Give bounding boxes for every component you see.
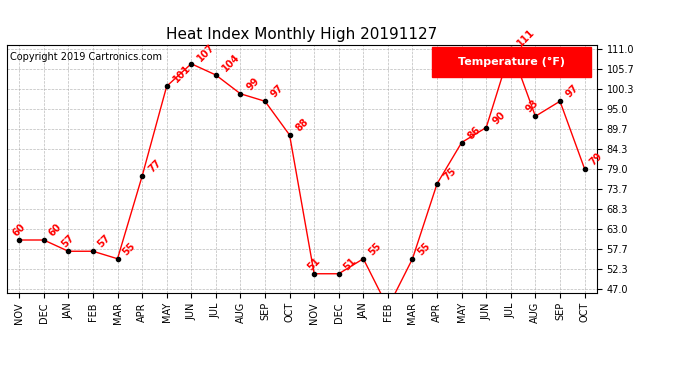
Text: 42: 42: [0, 374, 1, 375]
Text: 104: 104: [220, 52, 242, 74]
Text: 99: 99: [244, 76, 262, 92]
Text: 90: 90: [491, 110, 507, 126]
Text: 55: 55: [415, 241, 432, 257]
Text: 55: 55: [120, 241, 137, 257]
Text: 88: 88: [294, 117, 310, 134]
Text: Copyright 2019 Cartronics.com: Copyright 2019 Cartronics.com: [10, 53, 162, 62]
Text: 60: 60: [11, 222, 28, 238]
Text: 86: 86: [466, 124, 482, 141]
Text: 97: 97: [269, 83, 286, 100]
Title: Heat Index Monthly High 20191127: Heat Index Monthly High 20191127: [166, 27, 437, 42]
Text: 101: 101: [171, 63, 193, 85]
Text: 55: 55: [366, 241, 383, 257]
Text: 75: 75: [441, 166, 458, 182]
Text: 107: 107: [195, 42, 217, 64]
FancyBboxPatch shape: [432, 48, 591, 77]
Text: 51: 51: [306, 256, 322, 272]
Text: 60: 60: [46, 222, 63, 238]
Text: 111: 111: [515, 27, 536, 49]
Text: Temperature (°F): Temperature (°F): [457, 57, 565, 68]
Text: 57: 57: [96, 233, 112, 250]
Text: 77: 77: [146, 158, 163, 175]
Text: 79: 79: [587, 151, 604, 167]
Text: 97: 97: [564, 83, 581, 100]
Text: 51: 51: [342, 256, 358, 272]
Text: 57: 57: [60, 233, 77, 250]
Text: 93: 93: [524, 98, 541, 115]
